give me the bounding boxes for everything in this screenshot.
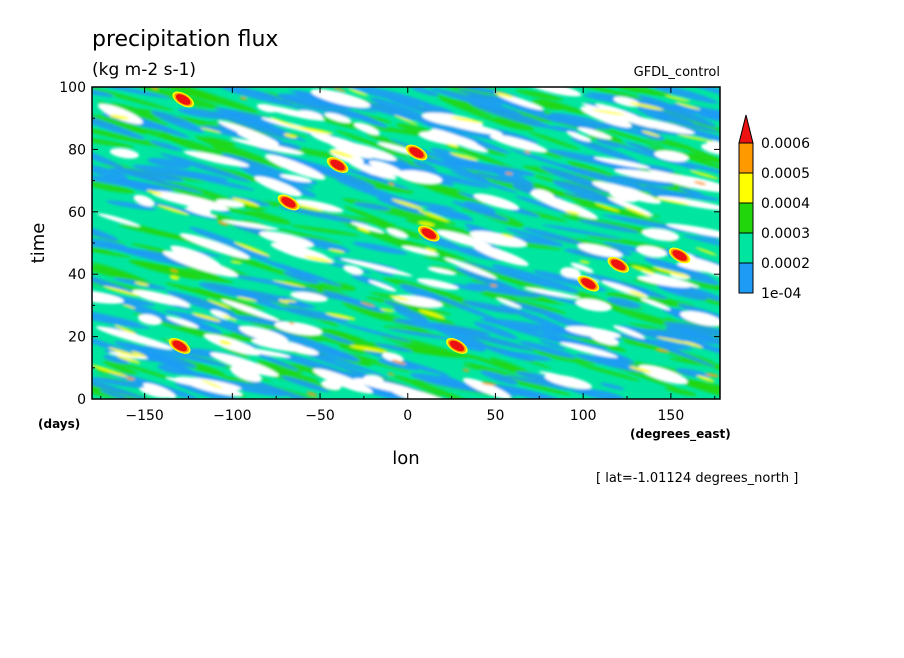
colorbar-segment [738, 202, 754, 234]
colorbar-label: 0.0005 [761, 166, 810, 182]
precipitation-maximum [607, 256, 630, 273]
footnote: [ lat=-1.01124 degrees_north ] [596, 471, 798, 486]
x-tick-label: −100 [213, 408, 251, 424]
x-tick-label: 150 [658, 408, 685, 424]
colorbar-label: 0.0002 [761, 256, 810, 272]
colorbar-label: 1e-04 [761, 286, 801, 302]
y-axis-units: (days) [38, 417, 80, 431]
y-tick-label: 100 [59, 80, 86, 96]
dataset-label: GFDL_control [634, 65, 720, 80]
precipitation-maximum [277, 194, 300, 211]
x-tick-label: −150 [125, 408, 163, 424]
colorbar-label: 0.0004 [761, 196, 810, 212]
x-axis: −150 −100 −50 0 50 100 150 [100, 87, 716, 424]
x-tick-label: −50 [305, 408, 335, 424]
y-tick-label: 0 [77, 392, 86, 408]
x-axis-units: (degrees_east) [630, 427, 731, 442]
colorbar: 1e-04 0.0002 0.0003 0.0004 0.0005 0.0006 [738, 114, 810, 302]
colorbar-segment [738, 142, 754, 174]
precipitation-maximum [168, 338, 191, 354]
chart-title: precipitation flux [92, 27, 278, 52]
precipitation-maximum [446, 338, 468, 354]
precipitation-maximum [668, 247, 691, 264]
plot-area [91, 86, 721, 400]
chart-units: (kg m-2 s-1) [92, 60, 196, 80]
precipitation-maximum [417, 225, 440, 242]
y-axis-label: time [28, 223, 49, 264]
x-axis-label: lon [392, 448, 419, 469]
precipitation-maximum [172, 91, 195, 108]
y-tick-label: 60 [68, 205, 86, 221]
colorbar-segment [738, 172, 754, 204]
colorbar-label: 0.0006 [761, 136, 810, 152]
precipitation-maximum [405, 144, 428, 161]
precipitation-maximum [577, 275, 600, 292]
x-tick-label: 50 [487, 408, 505, 424]
colorbar-extend-arrow [738, 114, 754, 144]
colorbar-label: 0.0003 [761, 226, 810, 242]
precipitation-maximum [326, 157, 349, 173]
colorbar-segment [738, 262, 754, 294]
x-tick-label: 0 [403, 408, 412, 424]
y-tick-label: 80 [68, 142, 86, 158]
y-tick-label: 40 [68, 267, 86, 283]
colorbar-segment [738, 232, 754, 264]
y-axis: 0 20 40 60 80 100 [59, 80, 720, 408]
x-tick-label: 100 [570, 408, 597, 424]
y-tick-label: 20 [68, 330, 86, 346]
